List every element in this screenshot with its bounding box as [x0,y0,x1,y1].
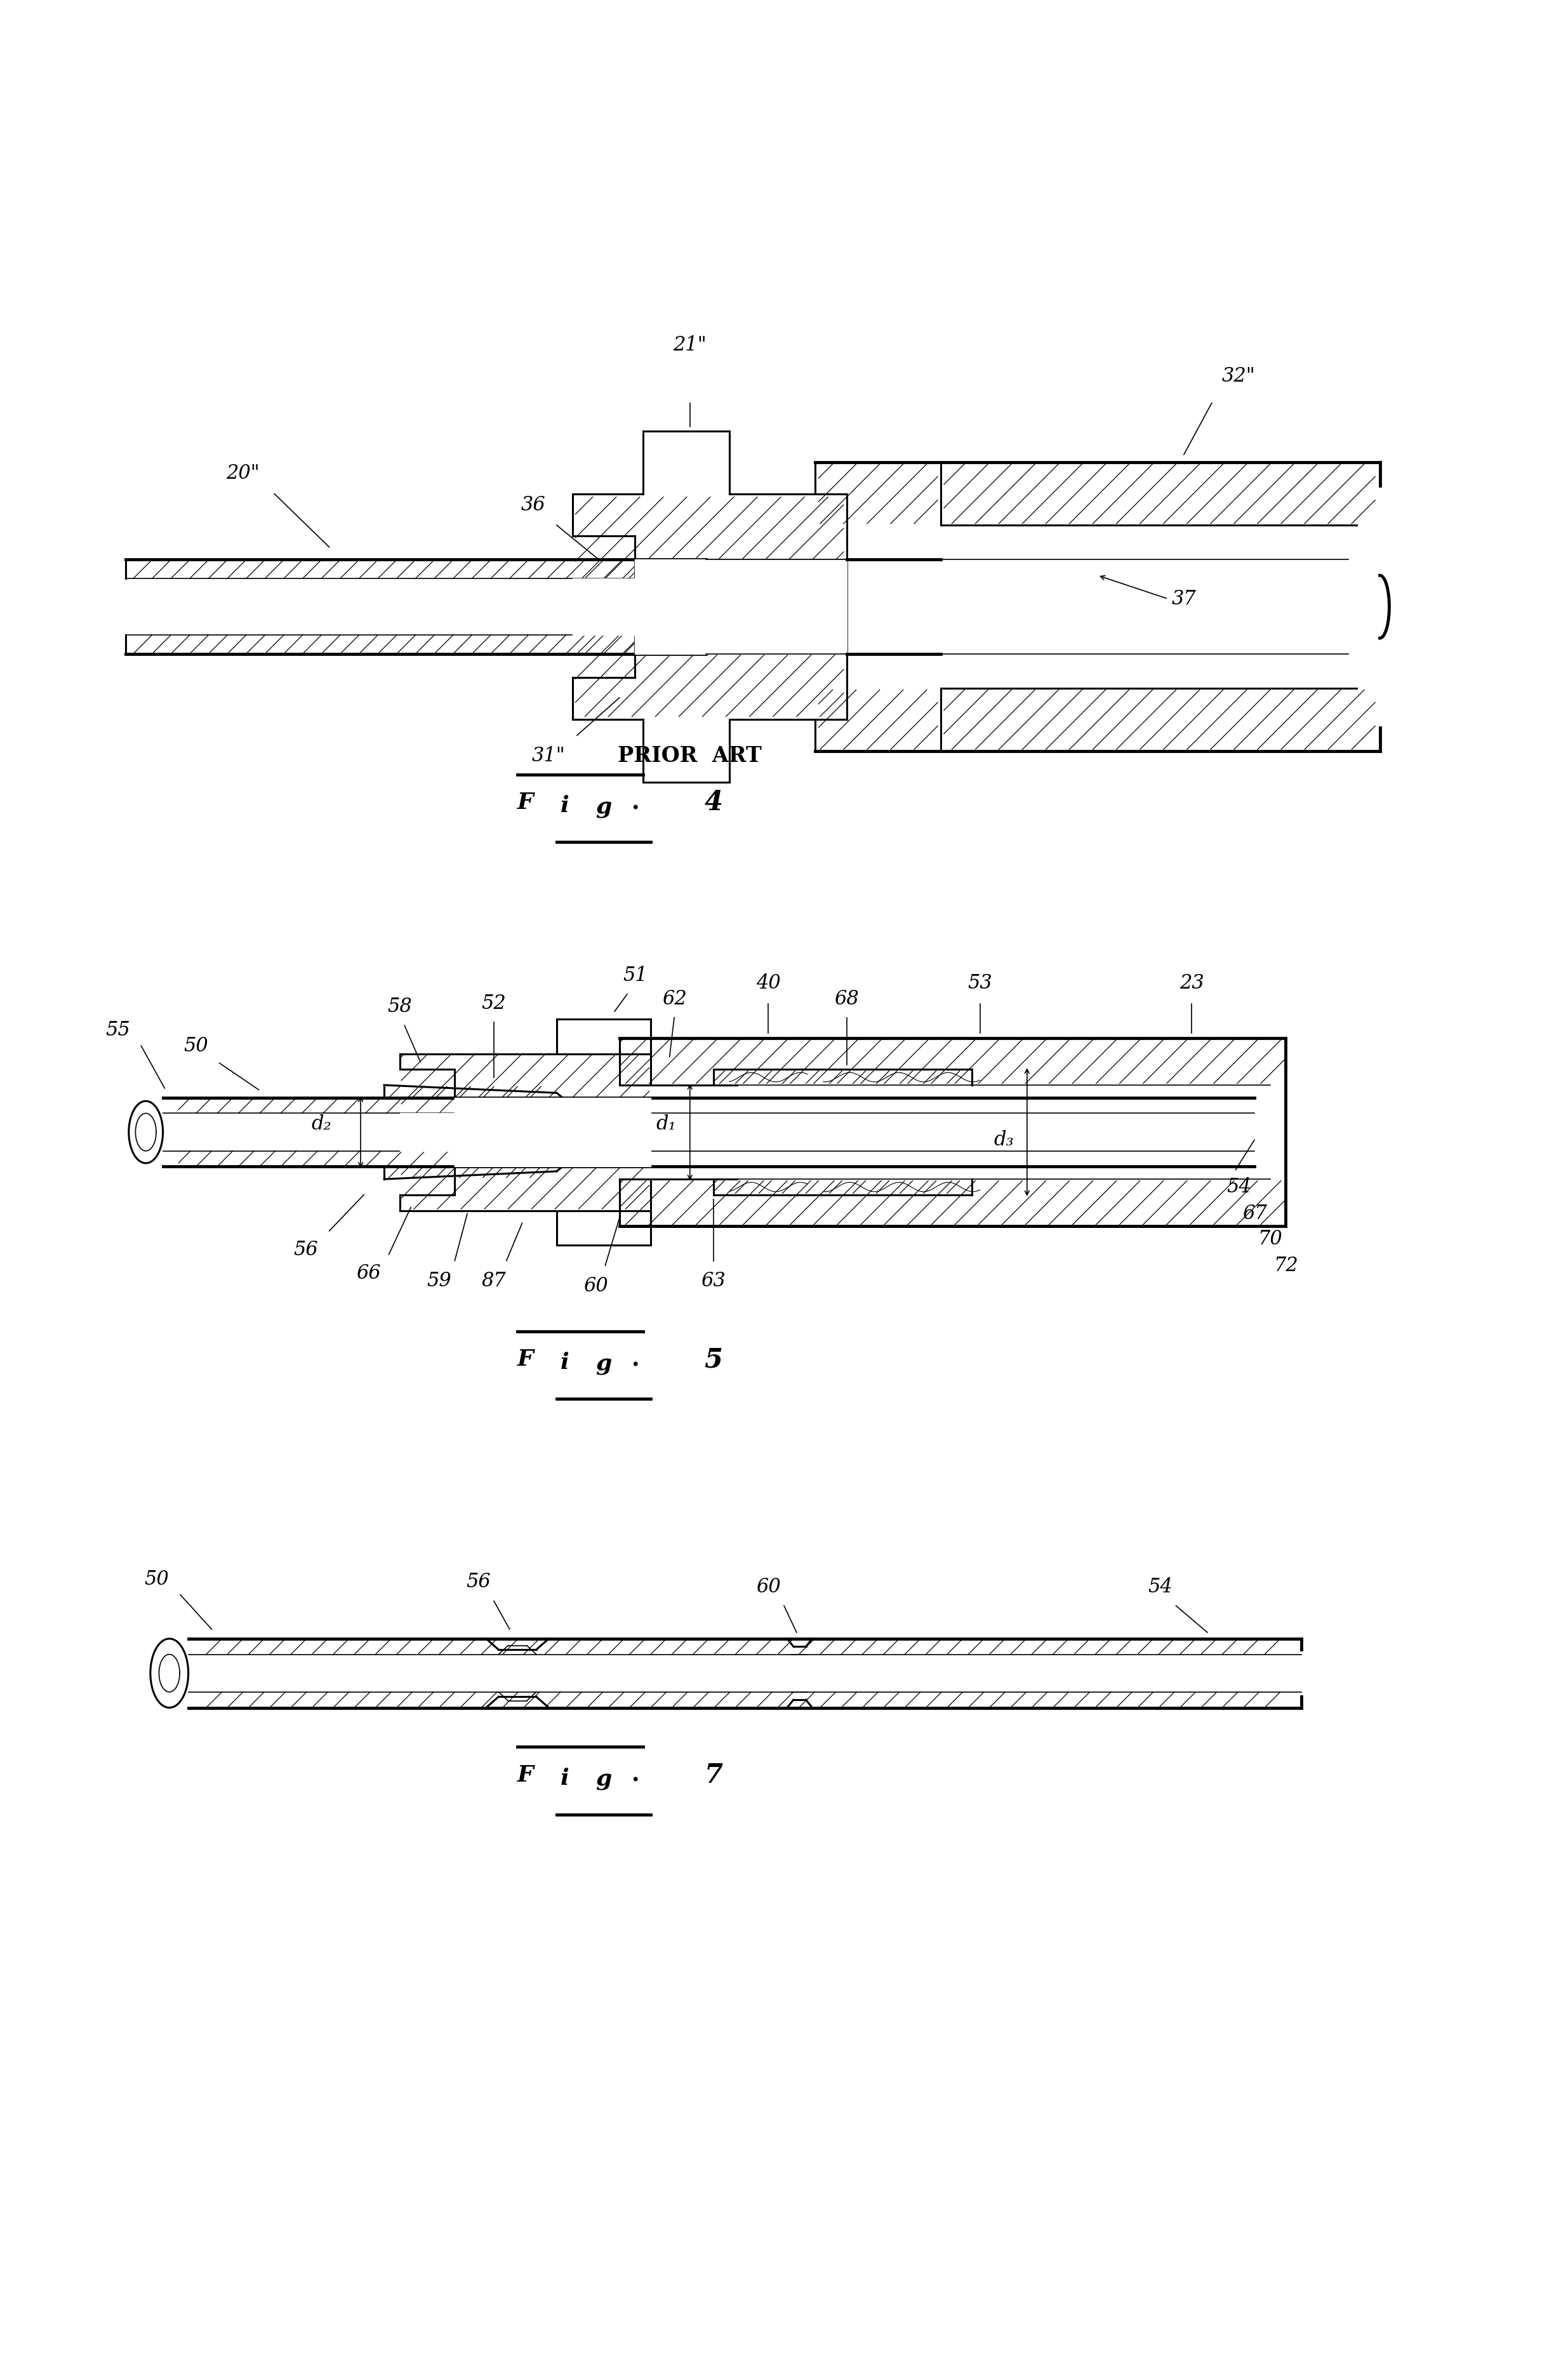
Text: 4: 4 [704,791,723,817]
Text: 51: 51 [622,966,648,985]
Text: 36: 36 [521,494,546,515]
Text: 72: 72 [1273,1256,1298,1275]
Text: 54: 54 [1148,1576,1173,1598]
Text: 54: 54 [1226,1178,1251,1196]
Text: i: i [560,1769,569,1790]
Text: 5: 5 [704,1346,723,1372]
Text: 60: 60 [583,1275,608,1296]
Text: F: F [517,1764,533,1785]
Text: .: . [630,793,640,814]
Text: d₂: d₂ [312,1113,331,1135]
Text: 59: 59 [426,1270,452,1291]
Text: 31": 31" [532,745,566,764]
Text: 50: 50 [183,1035,209,1056]
Text: 21": 21" [673,335,707,354]
Text: i: i [560,1351,569,1375]
Text: 62: 62 [662,990,687,1009]
Text: g: g [596,1353,612,1375]
Text: i: i [560,795,569,817]
Text: d₁: d₁ [657,1113,676,1135]
Text: g: g [596,798,612,819]
Text: 67: 67 [1242,1204,1267,1223]
Text: 50: 50 [144,1569,169,1588]
Text: d₃: d₃ [994,1130,1013,1149]
Text: 40: 40 [756,973,781,992]
Text: 23: 23 [1179,973,1204,992]
Text: .: . [630,1348,640,1370]
Text: 7: 7 [704,1762,723,1788]
Text: 56: 56 [466,1572,491,1593]
Text: 58: 58 [387,997,412,1016]
Text: 87: 87 [481,1270,506,1291]
Text: 55: 55 [105,1021,130,1040]
Text: 63: 63 [701,1270,726,1291]
Text: 70: 70 [1258,1230,1283,1249]
Text: PRIOR  ART: PRIOR ART [618,745,762,767]
Text: 66: 66 [356,1263,381,1282]
Text: 52: 52 [481,995,506,1014]
Text: F: F [517,793,533,814]
Text: 37: 37 [1171,589,1196,608]
Text: 60: 60 [756,1576,781,1598]
Text: .: . [630,1764,640,1785]
Text: 32": 32" [1221,366,1256,387]
Text: 56: 56 [293,1239,318,1261]
Text: 53: 53 [967,973,993,992]
Text: F: F [517,1348,533,1370]
Text: 68: 68 [834,990,859,1009]
Text: g: g [596,1769,612,1790]
Text: 20": 20" [226,463,260,484]
